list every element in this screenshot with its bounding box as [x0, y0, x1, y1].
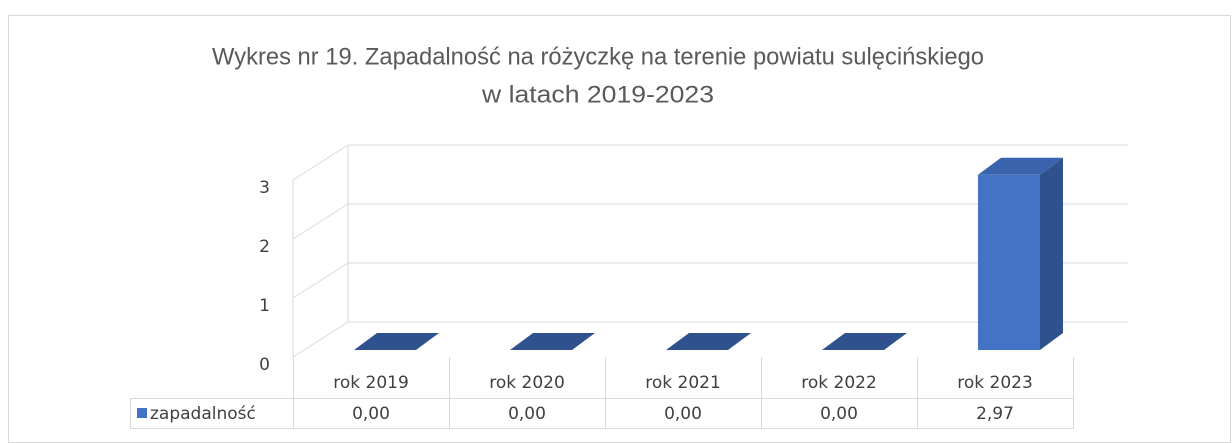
chart-title: w latach 2019-2023 [481, 81, 714, 108]
y-tick-label: 3 [259, 178, 270, 198]
legend-swatch [137, 408, 147, 418]
x-tick-label: rok 2020 [489, 373, 565, 393]
x-tick-label: rok 2023 [957, 373, 1033, 393]
chart-title: Wykres nr 19. Zapadalność na różyczkę na… [212, 43, 984, 70]
y-tick-label: 2 [259, 237, 270, 257]
grid-line [292, 203, 349, 240]
bar-top [510, 333, 595, 350]
grid-line [292, 321, 349, 358]
bar-top [666, 333, 751, 350]
bar [978, 174, 1040, 350]
x-tick-label: rok 2021 [645, 373, 721, 393]
data-table-value: 0,00 [508, 404, 546, 424]
data-table-value: 0,00 [352, 404, 390, 424]
grid-line [292, 262, 349, 299]
bar-top [354, 333, 439, 350]
grid-line [292, 144, 349, 181]
data-table-value: 0,00 [664, 404, 702, 424]
legend-label: zapadalność [150, 404, 256, 424]
data-table-value: 0,00 [820, 404, 858, 424]
x-tick-label: rok 2022 [801, 373, 877, 393]
bar-side [1040, 157, 1063, 350]
data-table-value: 2,97 [976, 404, 1014, 424]
y-tick-label: 0 [259, 355, 270, 375]
bar-top [822, 333, 907, 350]
x-tick-label: rok 2019 [333, 373, 409, 393]
bar-top [978, 157, 1063, 175]
y-tick-label: 1 [259, 296, 270, 316]
